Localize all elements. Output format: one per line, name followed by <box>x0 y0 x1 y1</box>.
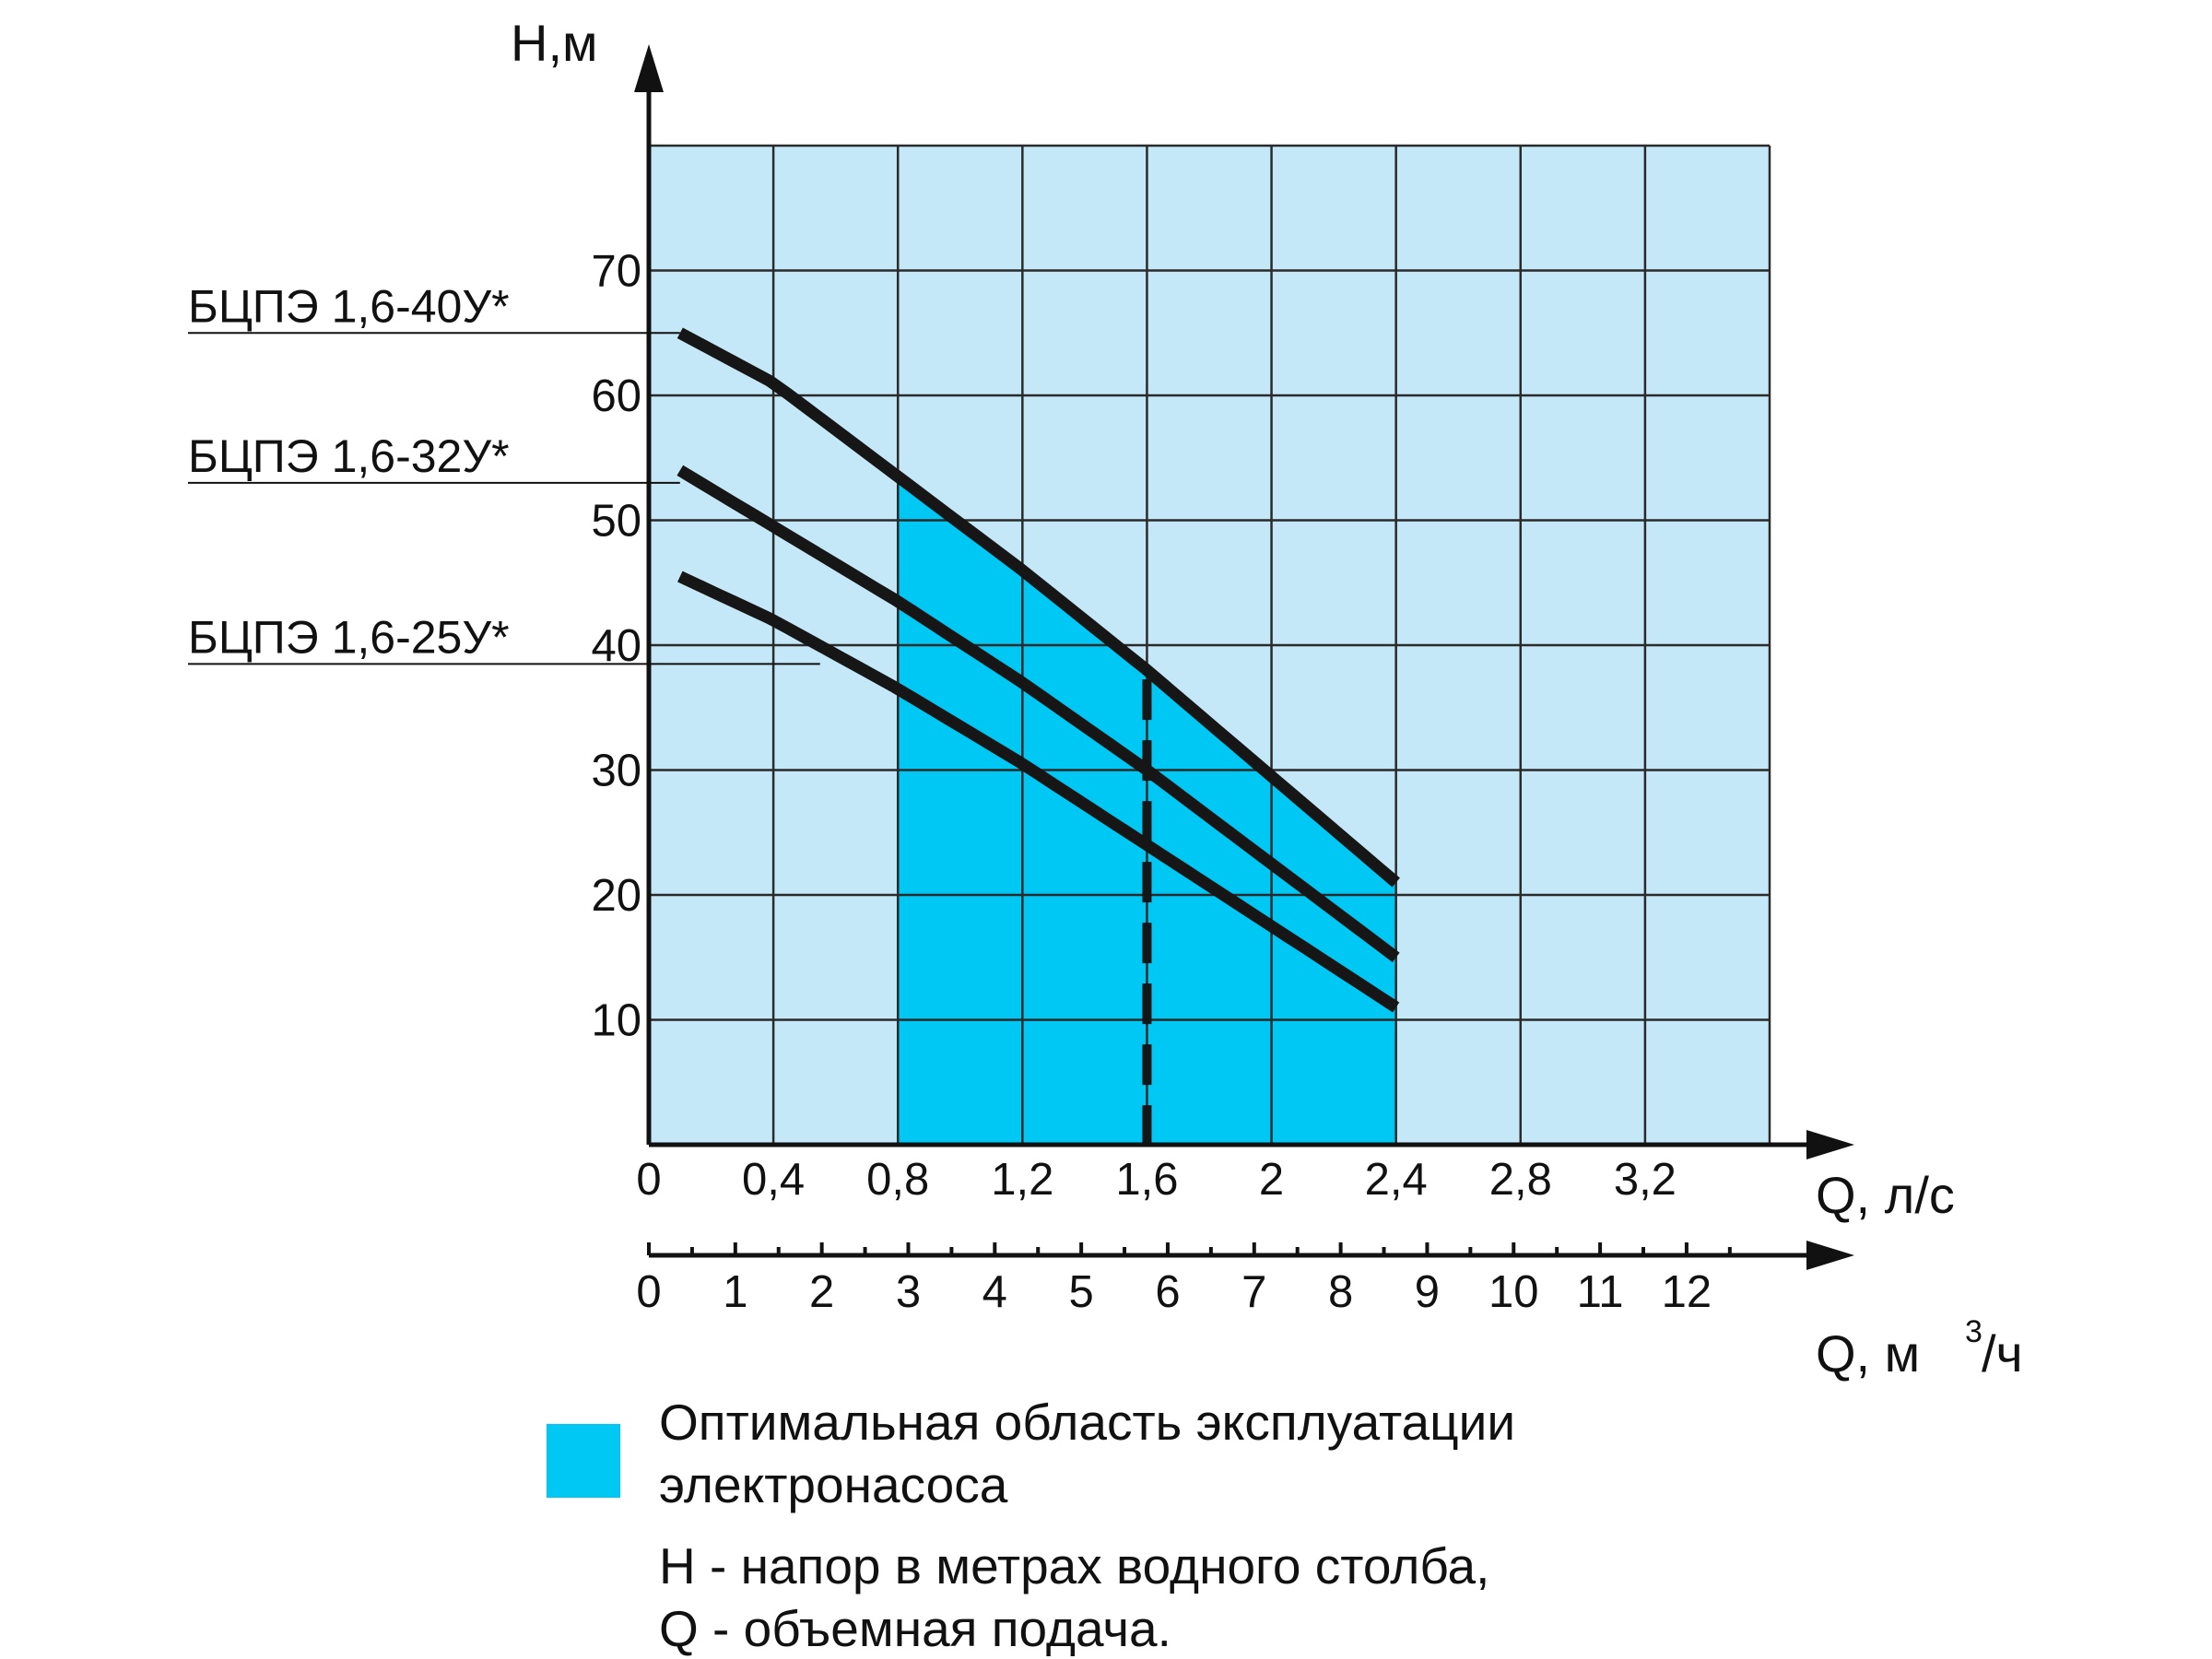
x2-tick-label: 12 <box>1662 1267 1712 1317</box>
legend-note-line1: Н - напор в метрах водного столба, <box>659 1537 1489 1594</box>
y-tick-label: 60 <box>591 371 641 421</box>
x2-tick-label: 8 <box>1328 1267 1353 1317</box>
y-tick-label: 20 <box>591 871 641 921</box>
x1-tick-label: 0,4 <box>742 1155 805 1205</box>
series-label-2: БЦПЭ 1,6-32У* <box>188 430 510 482</box>
x2-tick-label: 10 <box>1488 1267 1539 1317</box>
legend-label-line2: электронасоса <box>659 1456 1008 1513</box>
x2-tick-label: 11 <box>1577 1267 1624 1317</box>
x1-tick-label: 2,8 <box>1489 1155 1552 1205</box>
x1-tick-label: 1,6 <box>1115 1155 1178 1205</box>
series-labels: БЦПЭ 1,6-40У* БЦПЭ 1,6-32У* БЦПЭ 1,6-25У* <box>188 280 820 665</box>
x2-tick-label: 0 <box>636 1267 661 1317</box>
series-label-1: БЦПЭ 1,6-40У* <box>188 280 510 332</box>
pump-curve-3 <box>677 571 1400 1013</box>
x1-tick-label: 0,8 <box>866 1155 929 1205</box>
y-axis-title: Н,м <box>511 14 598 72</box>
x2-tick-label: 7 <box>1241 1267 1266 1317</box>
legend-swatch-optimal <box>547 1424 620 1498</box>
x2-axis-title-tail: /ч <box>1982 1324 2023 1382</box>
y-tick-label: 40 <box>591 621 641 671</box>
y-tick-label: 30 <box>591 747 641 796</box>
x2-tick-label: 5 <box>1069 1267 1094 1317</box>
x2-axis-title: Q, м 3 /ч <box>1816 1314 2023 1382</box>
x2-tick-label: 1 <box>723 1267 747 1317</box>
legend-note-line2: Q - объемная подача. <box>659 1600 1171 1657</box>
x1-tick-label: 1,2 <box>991 1155 1053 1205</box>
x2-axis-title-sup: 3 <box>1965 1314 1983 1349</box>
x1-tick-label: 2,4 <box>1365 1155 1428 1205</box>
x1-tick-label: 2 <box>1259 1155 1284 1205</box>
axes <box>634 44 1854 1159</box>
x1-tick-labels: 0 0,4 0,8 1,2 1,6 2 2,4 2,8 3,2 <box>636 1155 1677 1205</box>
y-tick-label: 50 <box>591 497 641 547</box>
x2-axis: 0 1 2 3 4 5 6 7 8 9 10 11 12 <box>636 1241 1854 1317</box>
pump-curve-2 <box>677 465 1400 962</box>
x1-tick-label: 0 <box>636 1155 661 1205</box>
legend-label-line1: Оптимальная область эксплуатации <box>659 1394 1515 1451</box>
pump-curve-1 <box>677 327 1400 888</box>
y-tick-label: 10 <box>591 996 641 1046</box>
plot-area <box>647 144 1771 1147</box>
x2-tick-label: 6 <box>1155 1267 1180 1317</box>
x1-axis-title: Q, л/с <box>1816 1166 1955 1224</box>
legend: Оптимальная область эксплуатации электро… <box>547 1394 1515 1657</box>
y-axis-arrow <box>634 44 664 92</box>
x2-tick-label: 3 <box>896 1267 921 1317</box>
y-tick-label: 70 <box>591 247 641 297</box>
pump-curves <box>677 327 1400 1013</box>
x2-axis-title-main: Q, м <box>1816 1324 1920 1382</box>
series-label-3: БЦПЭ 1,6-25У* <box>188 611 510 663</box>
x2-tick-label: 9 <box>1415 1267 1440 1317</box>
x2-tick-label: 4 <box>982 1267 1007 1317</box>
x1-axis-arrow <box>1806 1130 1854 1159</box>
x2-axis-arrow <box>1806 1241 1854 1270</box>
x1-tick-label: 3,2 <box>1614 1155 1677 1205</box>
y-tick-labels: 10 20 30 40 50 60 70 <box>591 247 641 1046</box>
x2-tick-label: 2 <box>809 1267 834 1317</box>
